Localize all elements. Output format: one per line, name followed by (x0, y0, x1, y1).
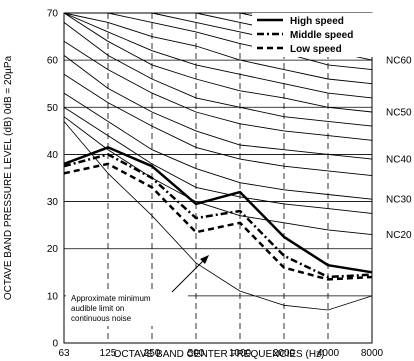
y-tick-label-50: 50 (47, 103, 59, 114)
nc-curve-15 (63, 106, 373, 214)
legend-label-high: High speed (290, 16, 344, 27)
x-axis-title: OCTAVE BAND CENTER FREQUENCIES (Hz) (114, 349, 325, 360)
nc-label-NC20: NC20 (386, 230, 412, 241)
nc-label-NC30: NC30 (386, 195, 412, 206)
nc-labels: NC60 NC50 NC40 NC30 NC20 (386, 56, 412, 241)
nc-label-NC60: NC60 (386, 56, 412, 67)
series-line-middle-speed (63, 153, 373, 279)
y-tick-label-40: 40 (47, 150, 59, 161)
series-line-high-speed (63, 146, 373, 274)
nc-curve-NC40 (63, 55, 373, 160)
nc-curve-NC20 (63, 116, 373, 236)
legend-label-low: Low speed (290, 44, 342, 55)
y-tick-label-30: 30 (47, 197, 59, 208)
y-tick-label-60: 60 (47, 56, 59, 67)
annotation-line-2: audible limit on (71, 304, 124, 313)
nc-label-NC40: NC40 (386, 155, 412, 166)
y-tick-label-10: 10 (47, 291, 59, 302)
nc-curves (63, 12, 373, 236)
x-tick-label-63: 63 (58, 348, 70, 359)
nc-curve-10 (63, 22, 373, 127)
annotation-arrow (171, 257, 207, 293)
tick-labels: 0 10 20 30 40 50 60 70 63 125 250 500 1000 2000 4000 80… (47, 9, 384, 360)
x-tick-label-1000: 1000 (229, 348, 252, 359)
nc-curve-11 (63, 40, 373, 141)
x-tick-label-250: 250 (144, 348, 161, 359)
x-tick-label-500: 500 (188, 348, 205, 359)
nc-curve-13 (63, 73, 373, 177)
annotation-arrowhead (200, 255, 209, 264)
annotation: Approximate minimum audible limit on con… (66, 255, 209, 326)
y-tick-label-0: 0 (52, 339, 58, 350)
nc-curve-6 (64, 12, 373, 71)
annotation-background (66, 290, 188, 326)
legend: High speed Middle speed Low speed (252, 13, 383, 57)
nc-curve-NC30 (63, 92, 373, 200)
x-tick-label-125: 125 (100, 348, 117, 359)
annotation-line-1: Approximate minimum (71, 294, 151, 303)
y-tick-label-70: 70 (47, 9, 59, 20)
threshold-curve (63, 121, 373, 311)
legend-label-middle: Middle speed (290, 30, 353, 41)
nc-curve-7 (63, 12, 373, 85)
x-tick-label-8000: 8000 (361, 348, 384, 359)
annotation-line-3: continuous noise (71, 314, 132, 323)
grid (63, 12, 373, 344)
x-tick-label-4000: 4000 (317, 348, 340, 359)
series-line-low-speed (63, 162, 373, 281)
audible-limit-curve (63, 121, 373, 311)
x-tick-label-2000: 2000 (273, 348, 296, 359)
nc-curve-8 (63, 12, 373, 99)
nc-label-NC50: NC50 (386, 108, 412, 119)
y-tick-label-20: 20 (47, 244, 59, 255)
series-lines (63, 146, 373, 281)
y-axis-title: OCTAVE BAND PRESSURE LEVEL (dB) 0dB = 20… (3, 55, 14, 300)
nc-curve-NC50 (63, 12, 373, 113)
